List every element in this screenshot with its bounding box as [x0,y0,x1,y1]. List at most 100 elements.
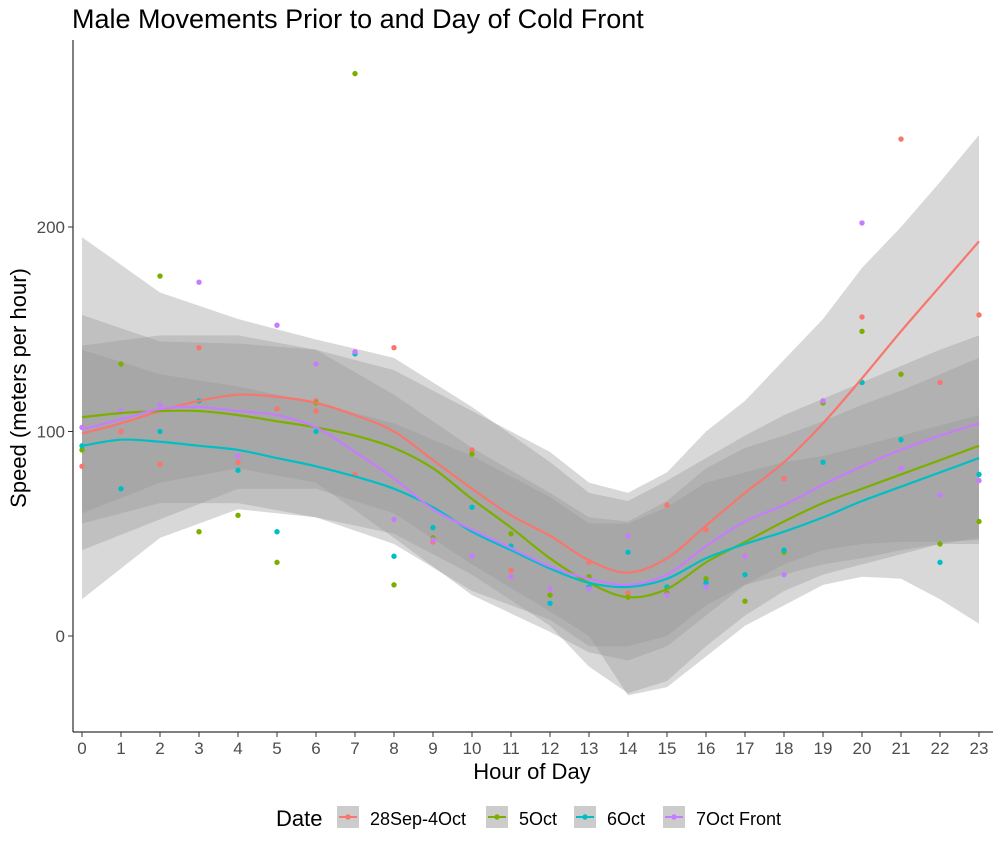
x-tick-label-9: 9 [428,739,437,758]
ribbon-3 [82,335,979,661]
point-2-2 [157,428,163,435]
point-1-3 [196,529,202,535]
point-1-21 [898,371,904,377]
point-3-8 [391,516,397,523]
smooth-line-3 [81,405,980,587]
point-3-23 [976,477,982,484]
point-1-17 [742,598,748,604]
point-0-5 [274,406,280,412]
point-3-10 [469,553,475,559]
point-2-4 [235,467,241,474]
point-0-2 [157,461,163,467]
point-0-1 [118,428,124,435]
legend-label-0: 28Sep-4Oct [370,809,466,829]
point-1-1 [118,361,124,367]
point-0-0 [79,463,85,469]
x-tick-label-11: 11 [502,739,520,758]
point-3-4 [235,453,241,459]
point-2-17 [742,571,748,578]
x-tick-label-0: 0 [77,739,86,758]
point-2-8 [391,553,397,559]
point-2-21 [898,436,904,443]
smooth-line-0 [81,240,980,574]
point-3-11 [508,573,514,580]
point-1-5 [274,559,280,566]
point-0-17 [703,526,709,533]
x-tick-label-4: 4 [233,739,242,758]
y-tick-label-2: 200 [37,218,65,237]
point-1-16 [703,576,709,582]
point-3-20 [859,220,865,226]
point-3-9 [430,537,436,543]
x-tick-label-8: 8 [389,739,398,758]
point-3-2 [157,402,163,408]
point-3-6 [313,361,319,367]
legend: Date 28Sep-4Oct 5Oct 6Oct 7Oct Front [276,806,781,831]
point-0-24 [937,379,943,386]
point-1-0 [79,447,85,453]
point-2-5 [274,529,280,535]
point-3-12 [547,586,553,592]
point-1-20 [859,328,865,334]
x-tick-label-3: 3 [194,739,203,758]
point-3-15 [664,592,670,598]
point-2-12 [547,600,553,606]
x-tick-label-10: 10 [463,739,482,758]
point-0-7 [313,408,319,414]
point-0-23 [898,136,904,142]
x-tick-label-1: 1 [116,739,125,758]
point-0-12 [508,567,514,574]
point-2-9 [430,524,436,531]
x-tick-label-7: 7 [350,739,359,758]
legend-title: Date [276,806,322,831]
point-0-25 [976,312,982,318]
point-1-11 [508,531,514,537]
point-0-11 [469,447,475,453]
point-0-15 [625,590,631,596]
point-1-7 [352,70,358,77]
x-tick-label-13: 13 [580,739,599,758]
point-1-4 [235,512,241,519]
legend-key-point-3 [671,814,677,820]
point-1-2 [157,273,163,279]
point-2-6 [313,428,319,435]
y-tick-label-1: 100 [37,423,65,442]
point-3-17 [742,553,748,559]
point-0-4 [235,459,241,465]
legend-label-1: 5Oct [519,809,557,829]
x-tick-label-21: 21 [892,739,911,758]
point-0-19 [781,475,787,482]
x-tick-label-20: 20 [853,739,872,758]
point-3-14 [625,533,631,539]
point-2-16 [703,580,709,586]
x-tick-label-19: 19 [814,739,833,758]
y-tick-label-0: 0 [56,627,65,646]
point-1-22 [937,541,943,547]
legend-key-point-2 [582,814,588,820]
chart-title: Male Movements Prior to and Day of Cold … [72,4,644,34]
point-1-8 [391,582,397,588]
point-3-13 [586,586,592,592]
point-0-16 [664,502,670,508]
point-2-10 [469,504,475,510]
legend-label-3: 7Oct Front [696,809,781,829]
point-2-19 [820,459,826,465]
x-tick-label-16: 16 [697,739,716,758]
legend-key-point-0 [345,814,351,820]
x-tick-label-2: 2 [155,739,164,758]
x-tick-label-22: 22 [931,739,950,758]
point-2-22 [937,559,943,566]
point-0-3 [196,344,202,351]
point-1-12 [547,592,553,598]
x-tick-label-18: 18 [775,739,794,758]
y-axis-label: Speed (meters per hour) [6,268,31,508]
smooth-line-1 [81,409,980,599]
point-3-19 [820,398,826,404]
point-3-18 [781,571,787,578]
x-tick-label-5: 5 [272,739,281,758]
x-tick-label-14: 14 [619,739,638,758]
point-3-22 [937,492,943,498]
x-tick-label-12: 12 [541,739,560,758]
x-tick-label-6: 6 [311,739,320,758]
